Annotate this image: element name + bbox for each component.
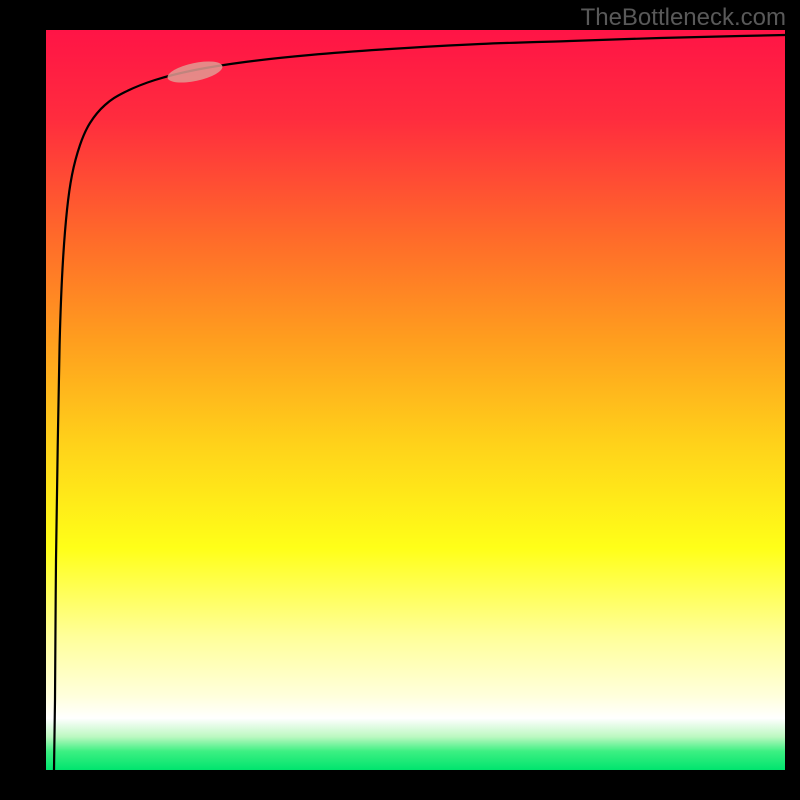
background-gradient (46, 30, 785, 770)
watermark-link[interactable]: TheBottleneck.com (581, 4, 786, 32)
chart-frame: TheBottleneck.com (0, 0, 800, 800)
plot-area (46, 30, 785, 770)
